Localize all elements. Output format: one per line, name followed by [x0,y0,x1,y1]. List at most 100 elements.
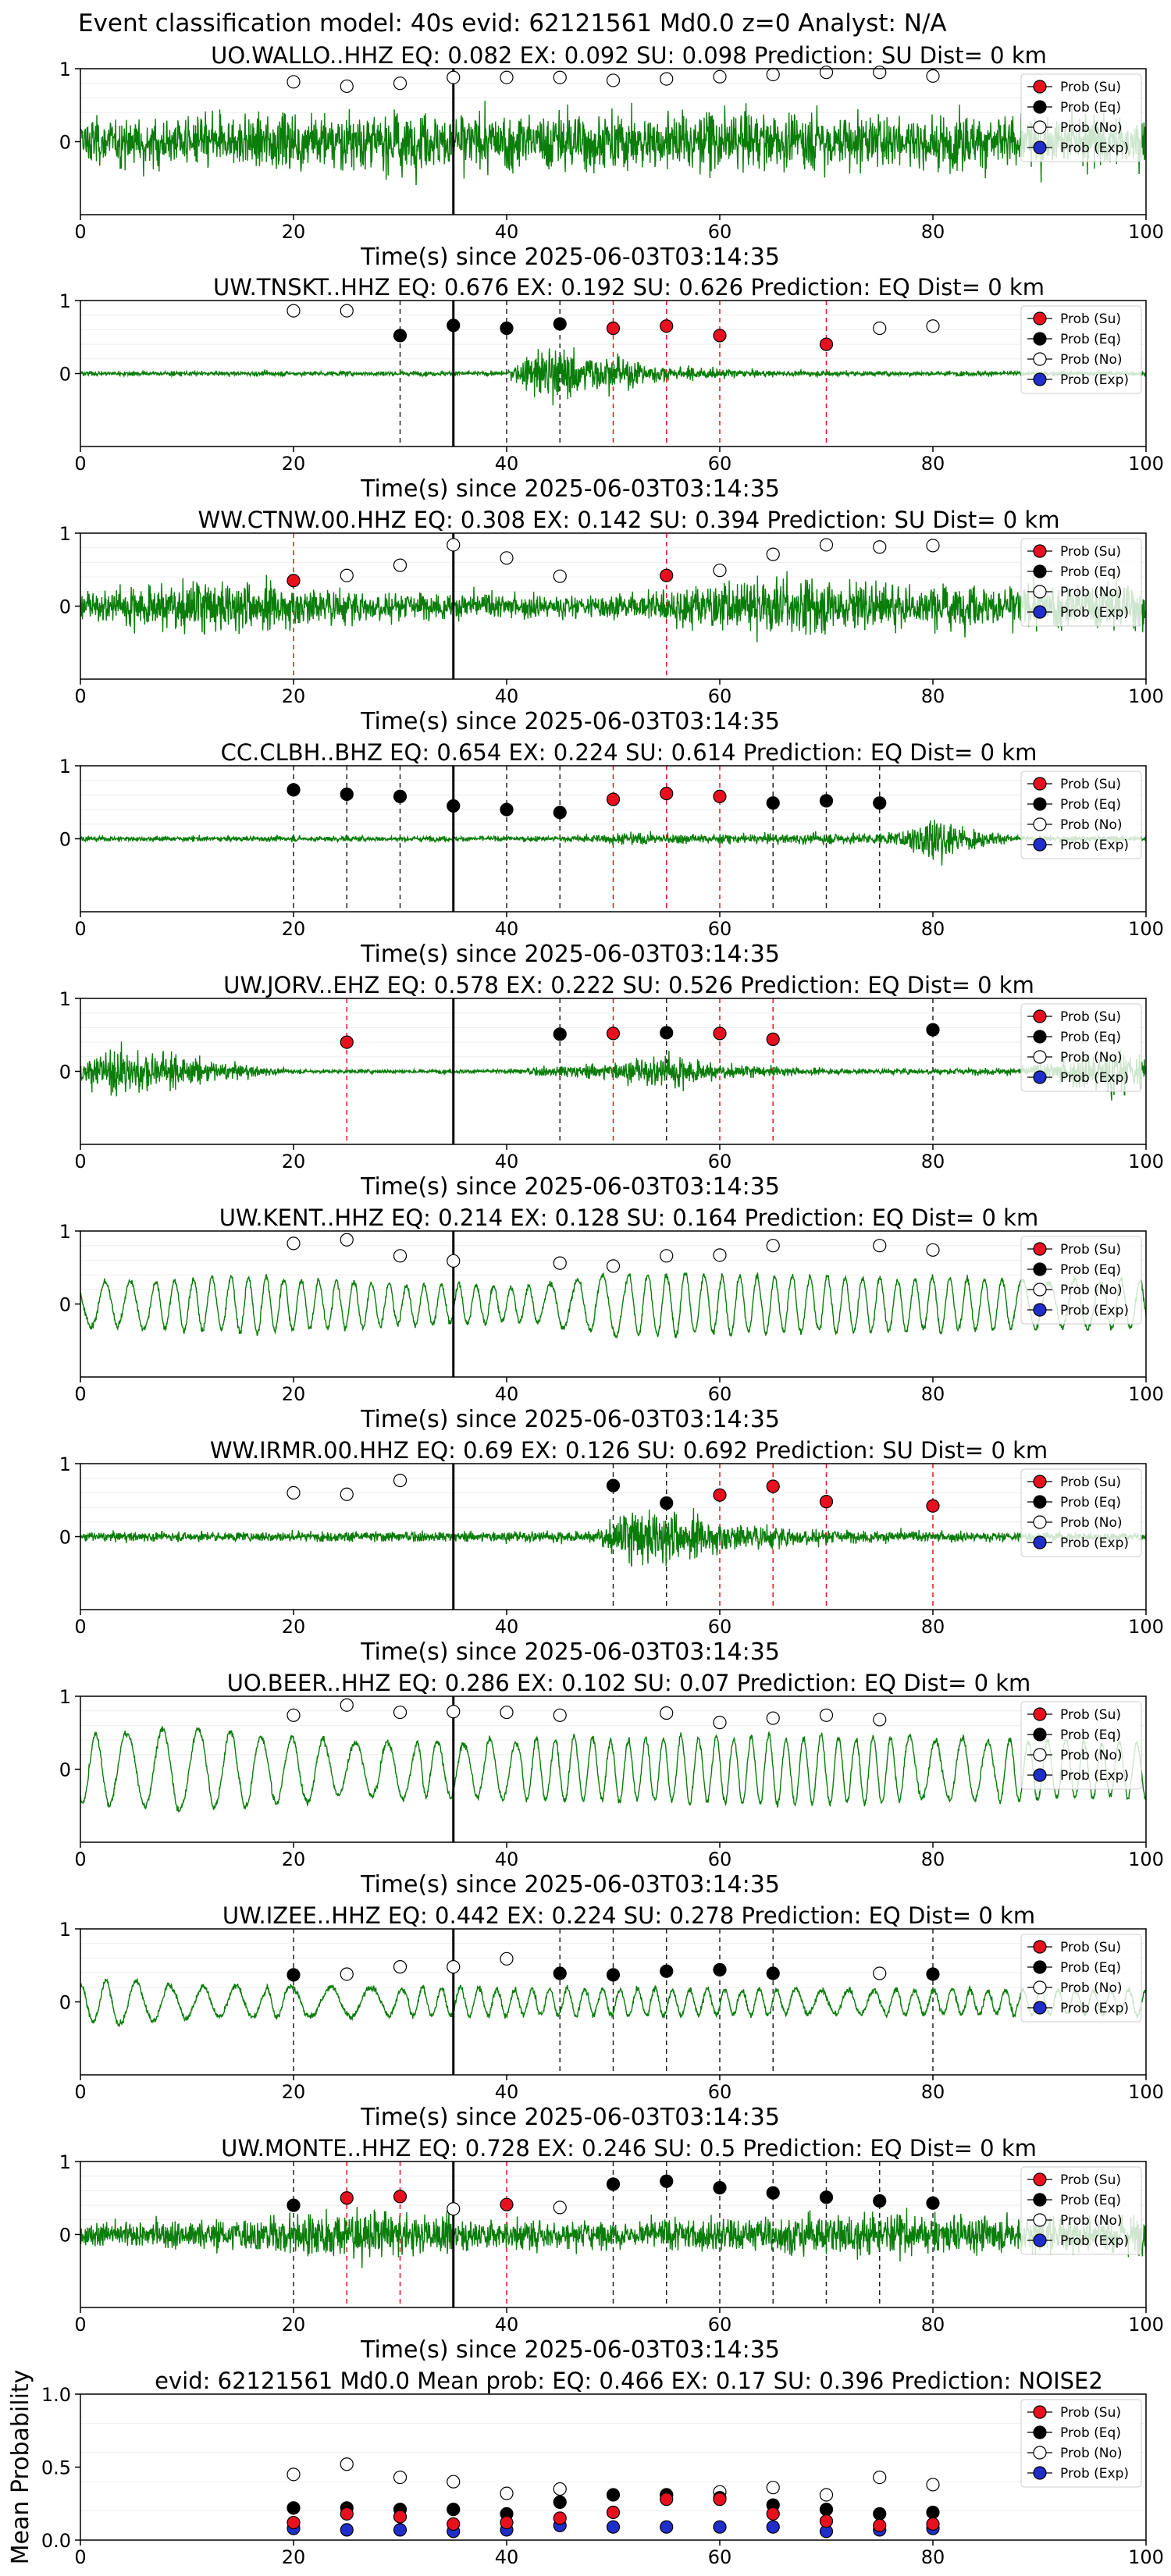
x-tick-label: 20 [282,453,306,475]
waveform-trace [80,2207,1146,2268]
x-tick-label: 20 [282,1151,306,1172]
legend-exp-label: Prob (Exp) [1060,1070,1129,1086]
x-tick-label: 40 [495,221,519,243]
legend-eq-marker [1033,332,1047,346]
prob-no-point [660,72,674,86]
prob-eq-point [553,806,567,820]
x-tick-label: 20 [282,918,306,940]
x-tick-label: 40 [495,1616,519,1638]
legend-no-label: Prob (No) [1060,120,1123,136]
legend-su-marker [1033,80,1047,94]
y-tick-label: 0 [59,1294,71,1316]
legend-su-label: Prob (Su) [1060,1242,1121,1258]
x-tick-label: 60 [708,1151,732,1172]
x-tick-label: 100 [1128,2081,1164,2103]
x-tick-label: 40 [495,453,519,475]
legend-eq-marker [1033,1495,1047,1509]
prob-no-point [819,1708,834,1722]
legend-box [1020,73,1142,162]
legend-no-marker [1033,1283,1047,1297]
legend-exp-label: Prob (Exp) [1060,838,1129,853]
x-tick-label: 80 [921,221,945,243]
x-tick-label: 40 [495,1848,519,1870]
x-tick-label: 60 [708,2081,732,2103]
legend-no-marker [1033,2446,1047,2460]
panel-title: WW.IRMR.00.HHZ EQ: 0.69 EX: 0.126 SU: 0.… [210,1437,1048,1464]
legend-no-label: Prob (No) [1060,1283,1123,1298]
prob-su-point [553,2511,567,2525]
prob-eq-point [660,1496,674,1510]
prob-no-point [553,569,567,583]
prob-no-point [926,319,940,333]
waveform-trace [80,1726,1146,1813]
x-axis-label: Time(s) since 2025-06-03T03:14:35 [360,2336,780,2364]
y-tick-label: 0 [59,132,71,154]
panel-title: evid: 62121561 Md0.0 Mean prob: EQ: 0.46… [155,2368,1103,2394]
y-tick-label: 0 [59,364,71,386]
legend-su-marker [1033,1242,1047,1256]
prob-su-point [393,2510,408,2524]
prob-no-point [873,2470,887,2485]
prob-no-point [447,2475,461,2489]
legend-eq-marker [1033,2193,1047,2207]
prob-no-point [873,540,887,554]
waveform-trace [80,1272,1146,1340]
panel-title: UW.IZEE..HHZ EQ: 0.442 EX: 0.224 SU: 0.2… [222,1902,1035,1929]
panel-title: UW.TNSKT..HHZ EQ: 0.676 EX: 0.192 SU: 0.… [213,274,1045,301]
prob-eq-point [926,1023,940,1037]
legend-no-marker [1033,1748,1047,1762]
prob-eq-point [393,329,408,343]
prob-no-point [873,321,887,336]
prob-su-point [819,1495,834,1509]
legend-eq-label: Prob (Eq) [1060,332,1121,347]
legend-eq-marker [1033,1262,1047,1276]
legend-eq-label: Prob (Eq) [1060,797,1121,813]
x-tick-label: 40 [495,2546,519,2568]
y-tick-label: 1 [59,988,71,1010]
prob-no-point [926,539,940,553]
x-tick-label: 60 [708,221,732,243]
legend-exp-marker [1033,372,1047,386]
x-tick-label: 20 [282,2081,306,2103]
prob-no-point [713,564,727,578]
legend: Prob (Su) Prob (Eq) Prob (No) Prob (Exp) [1020,305,1142,394]
prob-eq-point [393,789,408,803]
prob-exp-point [340,2523,354,2537]
legend-no-label: Prob (No) [1060,2213,1123,2229]
prob-eq-point [500,802,514,817]
x-tick-label: 40 [495,2314,519,2336]
prob-su-point [713,2492,727,2507]
legend-no-marker [1033,1050,1047,1064]
legend: Prob (Su) Prob (Eq) Prob (No) Prob (Exp) [1020,2166,1142,2255]
prob-eq-point [766,1966,780,1980]
x-tick-label: 80 [921,1151,945,1172]
legend-exp-label: Prob (Exp) [1060,141,1129,156]
panel-title: UO.WALLO..HHZ EQ: 0.082 EX: 0.092 SU: 0.… [211,42,1047,69]
legend-box [1020,2399,1142,2488]
legend-eq-marker [1033,100,1047,114]
y-tick-label: 0 [59,596,71,618]
prob-su-point [766,2507,780,2521]
x-tick-label: 0 [74,221,86,243]
prob-no-point [500,1952,514,1966]
legend-su-marker [1033,2172,1047,2186]
x-tick-label: 40 [495,1383,519,1405]
x-tick-label: 100 [1128,1848,1164,1870]
x-tick-label: 100 [1128,453,1164,475]
y-tick-label: 1 [59,290,71,312]
legend-su-label: Prob (Su) [1060,544,1121,560]
x-axis-label: Time(s) since 2025-06-03T03:14:35 [360,1173,780,1201]
legend: Prob (Su) Prob (Eq) Prob (No) Prob (Exp) [1020,770,1142,859]
prob-su-point [287,2515,301,2530]
x-tick-label: 80 [921,685,945,707]
prob-no-point [873,1239,887,1253]
prob-no-point [340,568,354,582]
legend: Prob (Su) Prob (Eq) Prob (No) Prob (Exp) [1020,1236,1142,1325]
prob-eq-point [447,318,461,333]
legend-su-label: Prob (Su) [1060,1475,1121,1490]
x-tick-label: 0 [74,1616,86,1638]
prob-eq-point [660,2174,674,2188]
x-tick-label: 80 [921,1848,945,1870]
